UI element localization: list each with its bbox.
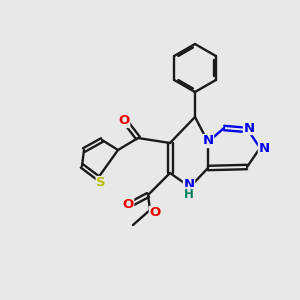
Text: N: N bbox=[258, 142, 270, 154]
Text: O: O bbox=[122, 197, 134, 211]
Text: N: N bbox=[183, 178, 195, 191]
Text: N: N bbox=[243, 122, 255, 134]
Text: O: O bbox=[118, 115, 130, 128]
Text: S: S bbox=[96, 176, 106, 190]
Text: H: H bbox=[184, 188, 194, 200]
Text: N: N bbox=[202, 134, 214, 148]
Text: O: O bbox=[149, 206, 161, 220]
